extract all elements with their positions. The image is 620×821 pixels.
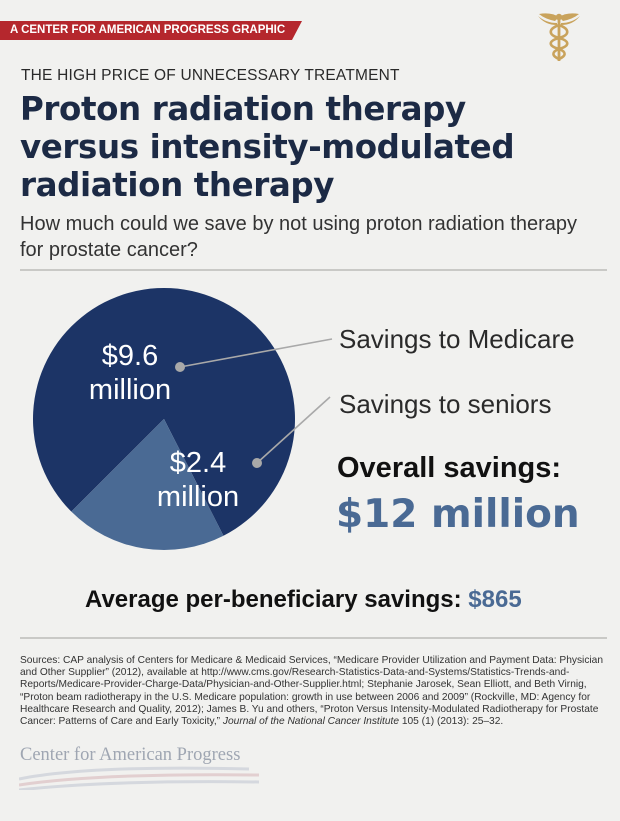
average-savings: Average per-beneficiary savings: $865 [85,586,522,614]
sources-note: Sources: CAP analysis of Centers for Med… [20,655,605,728]
average-savings-label: Average per-beneficiary savings: [85,586,462,613]
title-line: Proton radiation therapy [20,90,466,128]
title-line: radiation therapy [20,166,335,204]
flag-stripes-icon [19,766,259,790]
page-title: Proton radiation therapy versus intensit… [20,90,610,204]
overall-savings-value: $12 million [336,492,580,537]
divider [20,269,607,271]
leader-dot [175,362,185,372]
leader-line [256,396,331,464]
average-savings-value: $865 [468,586,522,613]
sources-text: Sources: CAP analysis of Centers for Med… [20,655,604,728]
pie-slice-medicare [33,288,296,536]
caduceus-icon [538,13,580,61]
subtitle: How much could we save by not using prot… [20,213,577,261]
header-banner: A CENTER FOR AMERICAN PROGRESS GRAPHIC [0,21,302,40]
footer-logo-text: Center for American Progress [20,745,241,765]
legend-label: Savings to Medicare [339,324,575,354]
kicker: THE HIGH PRICE OF UNNECESSARY TREATMENT [21,67,400,84]
pie-slice-seniors [71,419,224,550]
title-line: versus intensity-modulated [20,128,515,166]
sources-text-end: 105 (1) (2013): 25–32. [399,716,504,728]
legend-label: Savings to seniors [339,389,551,419]
sources-journal: Journal of the National Cancer Institute [222,716,400,728]
slice-value-label: $9.6 million [89,340,171,406]
overall-savings-label: Overall savings: [337,452,562,484]
leader-dot [252,458,262,468]
slice-value-label: $2.4 million [157,447,239,513]
leader-line [179,338,333,368]
divider [20,637,607,639]
